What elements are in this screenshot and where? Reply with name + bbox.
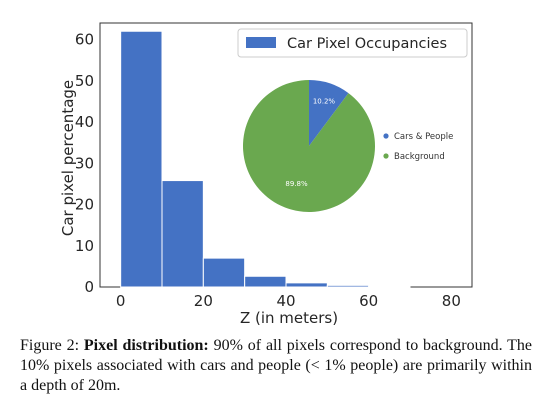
histogram-bar	[285, 282, 328, 288]
x-tick-label: 20	[194, 292, 213, 310]
legend-box	[237, 28, 468, 58]
pie-legend-marker-cars-people	[383, 133, 389, 139]
x-tick-label: 0	[116, 292, 126, 310]
chart-svg: 0 20 40 60 80 0 10 20 30 40 50 60 Z (in meters) Ca…	[59, 22, 473, 327]
pie-label-background: 89.8%	[285, 180, 308, 188]
y-tick-label: 10	[75, 237, 94, 255]
caption-bold: Pixel distribution:	[83, 337, 209, 354]
histogram-bar	[326, 284, 370, 288]
legend-swatch	[246, 37, 276, 48]
legend: Car Pixel Occupancies	[237, 28, 468, 58]
legend-label: Car Pixel Occupancies	[287, 36, 447, 52]
figure: 0 20 40 60 80 0 10 20 30 40 50 60 Z (in meters) Ca…	[59, 22, 473, 327]
x-ticks: 0 20 40 60 80	[116, 292, 461, 310]
pie-slice-cars-people	[309, 80, 349, 146]
y-axis-label: Car pixel percentage	[59, 80, 77, 236]
pie-chart: 10.2% 89.8%	[243, 80, 376, 212]
histogram-bars	[120, 30, 411, 288]
y-tick-label: 0	[84, 278, 94, 296]
pie-legend: Cars & People Background	[383, 132, 453, 162]
histogram-bar	[161, 180, 204, 288]
pie-legend-marker-background	[383, 153, 389, 159]
histogram-bar	[202, 257, 246, 288]
figure-caption: Figure 2: Pixel distribution: 90% of all…	[20, 336, 532, 396]
pie-legend-background: Background	[394, 152, 445, 162]
y-ticks: 0 10 20 30 40 50 60	[75, 31, 94, 297]
y-tick-label: 40	[75, 113, 94, 131]
pie-slice-background	[243, 80, 376, 212]
x-tick-label: 80	[442, 292, 461, 310]
histogram-bar	[244, 275, 287, 288]
caption-text: 90% of all pixels correspond to backgrou…	[20, 337, 533, 394]
pie-legend-cars-people: Cars & People	[394, 132, 453, 142]
x-tick-label: 60	[359, 292, 378, 310]
caption-prefix: Figure 2:	[20, 337, 80, 354]
y-tick-label: 50	[75, 72, 94, 90]
y-tick-label: 20	[75, 196, 94, 214]
x-tick-label: 40	[276, 292, 295, 310]
histogram-bar	[120, 30, 163, 288]
y-tick-label: 60	[75, 31, 94, 49]
x-axis-label: Z (in meters)	[240, 309, 338, 327]
pie-label-cars-people: 10.2%	[313, 97, 336, 105]
y-tick-label: 30	[75, 154, 94, 172]
